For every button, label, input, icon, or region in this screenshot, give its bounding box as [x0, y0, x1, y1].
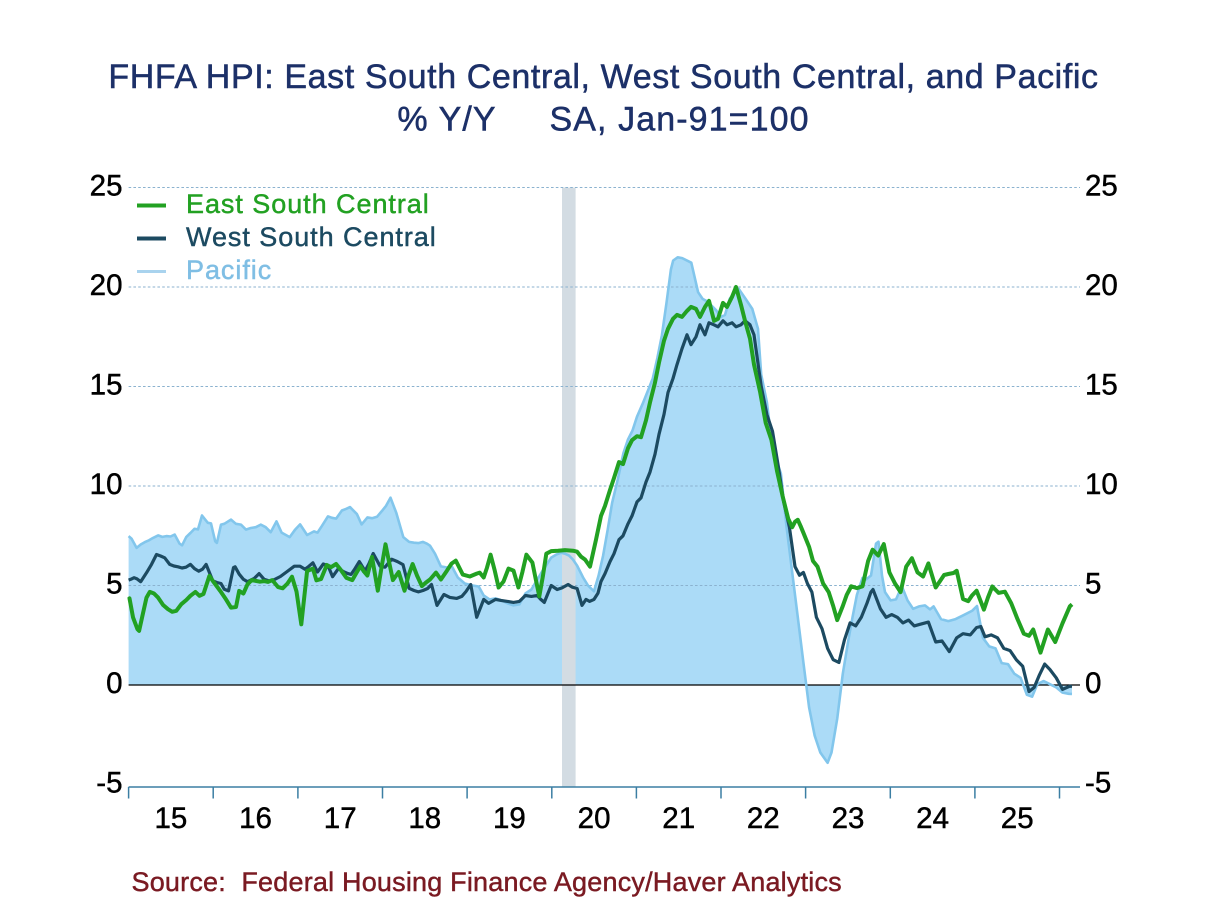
- svg-text:-5: -5: [96, 766, 122, 799]
- svg-text:0: 0: [106, 667, 122, 700]
- svg-text:East South Central: East South Central: [186, 189, 430, 219]
- svg-text:19: 19: [493, 802, 526, 835]
- svg-text:24: 24: [916, 802, 949, 835]
- svg-text:25: 25: [1085, 169, 1118, 202]
- svg-text:15: 15: [1085, 368, 1118, 401]
- svg-text:22: 22: [747, 802, 780, 835]
- svg-text:25: 25: [90, 169, 123, 202]
- svg-text:20: 20: [90, 269, 123, 302]
- svg-text:-5: -5: [1085, 766, 1111, 799]
- svg-text:15: 15: [154, 802, 187, 835]
- svg-text:% Y/Y SA, Jan-91=100: % Y/Y SA, Jan-91=100: [397, 101, 809, 139]
- svg-text:23: 23: [832, 802, 865, 835]
- svg-text:West South Central: West South Central: [186, 222, 437, 252]
- svg-text:Pacific: Pacific: [186, 255, 272, 285]
- svg-text:10: 10: [1085, 468, 1118, 501]
- svg-text:5: 5: [106, 567, 122, 600]
- svg-text:18: 18: [408, 802, 441, 835]
- svg-text:15: 15: [90, 368, 123, 401]
- svg-text:Source: Federal Housing Finan: Source: Federal Housing Finance Agency/H…: [132, 867, 842, 897]
- svg-text:16: 16: [239, 802, 272, 835]
- svg-text:20: 20: [578, 802, 611, 835]
- svg-text:21: 21: [662, 802, 695, 835]
- svg-text:FHFA HPI: East South Central,: FHFA HPI: East South Central, West South…: [108, 58, 1098, 96]
- svg-text:0: 0: [1085, 667, 1101, 700]
- svg-text:5: 5: [1085, 567, 1101, 600]
- svg-text:10: 10: [90, 468, 123, 501]
- svg-text:17: 17: [324, 802, 357, 835]
- svg-text:25: 25: [1001, 802, 1034, 835]
- svg-text:20: 20: [1085, 269, 1118, 302]
